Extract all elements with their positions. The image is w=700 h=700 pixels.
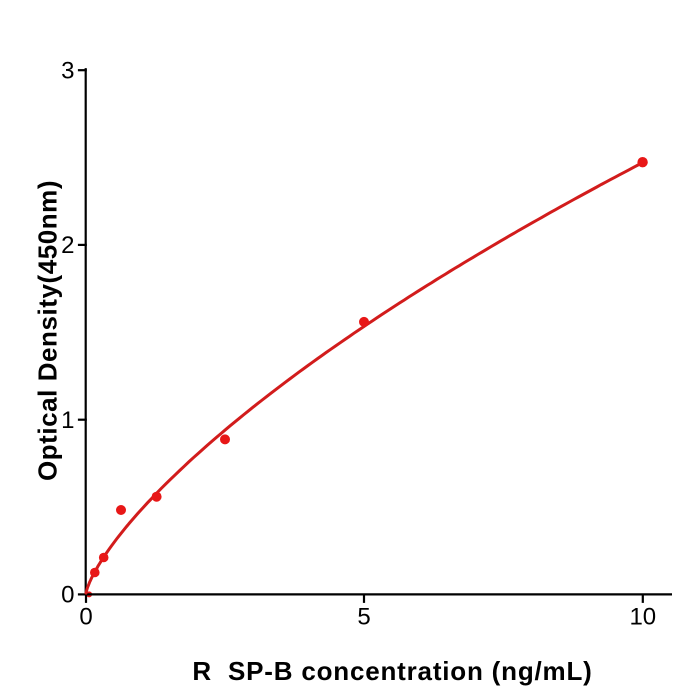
svg-text:10: 10 [629, 604, 656, 631]
svg-text:0: 0 [61, 582, 74, 609]
svg-text:3: 3 [61, 58, 74, 85]
svg-text:5: 5 [357, 604, 370, 631]
svg-text:Optical Density(450nm): Optical Density(450nm) [33, 180, 63, 481]
svg-text:0: 0 [79, 604, 92, 631]
svg-text:1: 1 [61, 407, 74, 434]
svg-text:R SP-B concentration (ng/mL): R SP-B concentration (ng/mL) [192, 656, 592, 686]
svg-text:2: 2 [61, 232, 74, 259]
